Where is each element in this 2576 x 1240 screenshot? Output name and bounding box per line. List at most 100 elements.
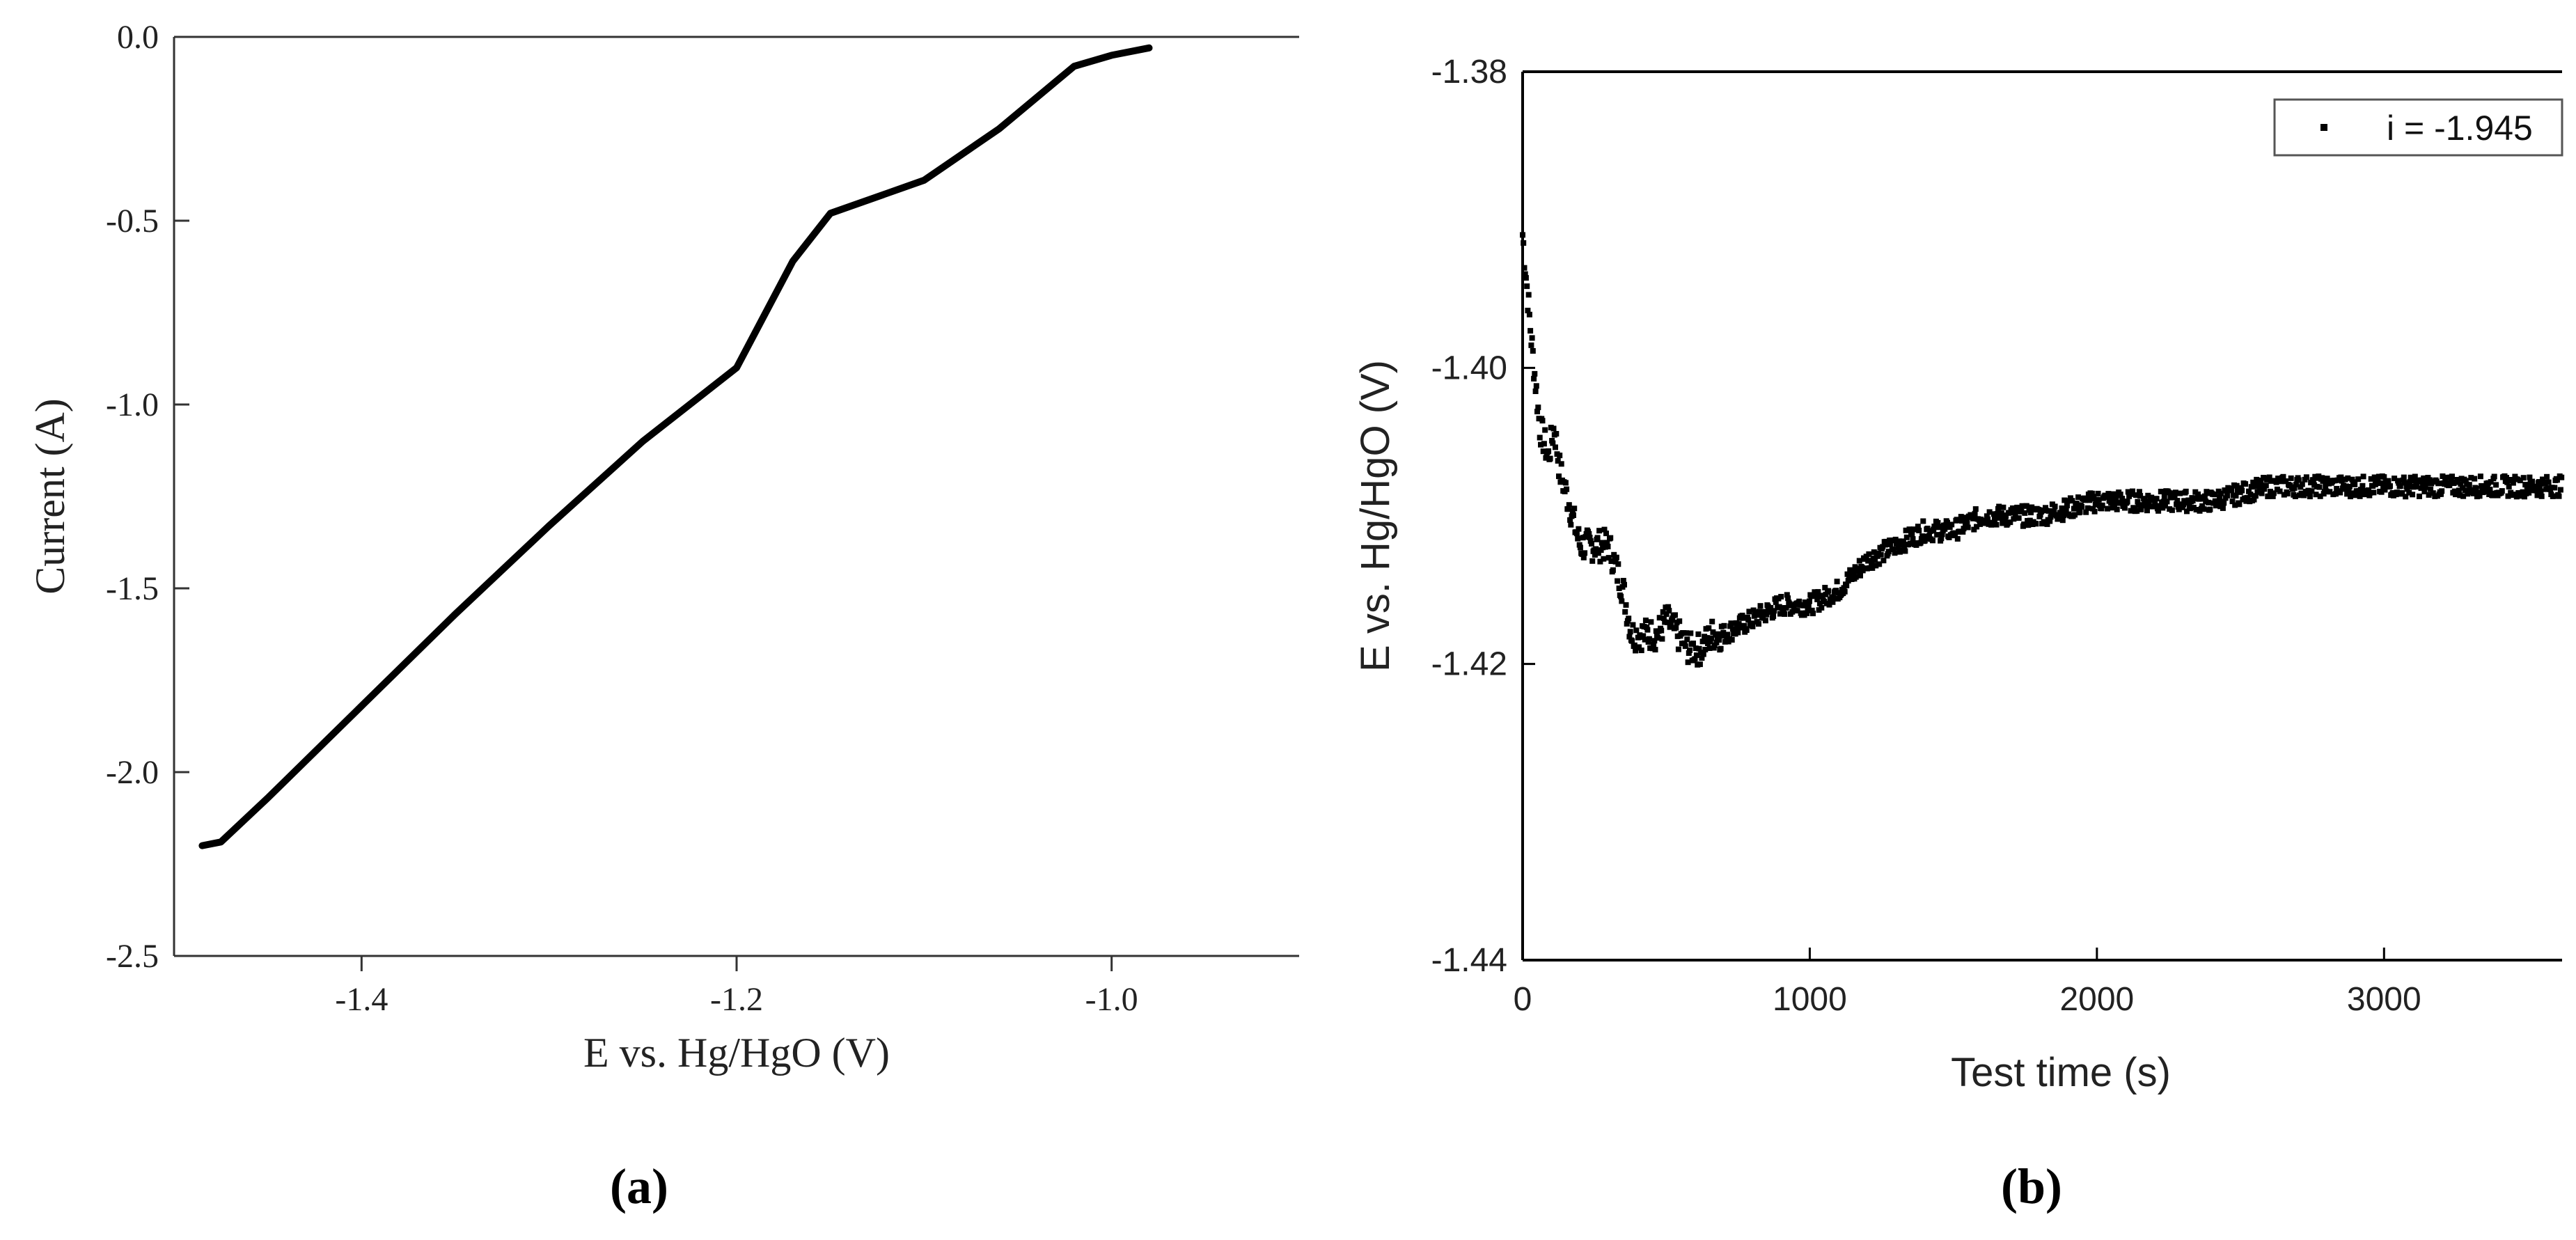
- panel-b-point: [2137, 493, 2144, 499]
- panel-b-point: [1687, 647, 1693, 653]
- panel-b-point: [1876, 561, 1883, 567]
- panel-b-point: [1597, 558, 1603, 565]
- panel-b-point: [2255, 481, 2261, 487]
- panel-b-point: [1550, 440, 1556, 446]
- panel-b-point: [2211, 492, 2217, 498]
- panel-b-point: [1526, 311, 1532, 317]
- panel-b-point: [1619, 598, 1625, 604]
- panel-b-point: [2069, 498, 2075, 504]
- panel-b-point: [2243, 481, 2249, 487]
- panel-b-point: [1621, 581, 1627, 588]
- panel-b-point: [1768, 605, 1774, 611]
- panel-b-point: [2236, 501, 2243, 508]
- panel-b-point: [2077, 509, 2083, 515]
- panel-b-point: [2319, 475, 2325, 481]
- panel-b-point: [2542, 480, 2548, 486]
- panel-b-point: [1883, 538, 1890, 544]
- panel-b-point: [1688, 630, 1694, 636]
- panel-b-point: [2079, 503, 2084, 510]
- panel-b-point: [2112, 502, 2117, 508]
- panel-b-y-label: E vs. Hg/HgO (V): [1353, 360, 1398, 672]
- panel-b-point: [1699, 638, 1706, 645]
- panel-b-point: [1622, 609, 1628, 615]
- panel-b-point: [1603, 531, 1609, 537]
- panel-b-point: [2559, 474, 2565, 480]
- panel-b-point: [1805, 603, 1812, 609]
- panel-a-series-line: [198, 44, 1153, 849]
- panel-a-y-tick-label: -1.5: [106, 570, 159, 607]
- panel-b-point: [2428, 486, 2434, 492]
- panel-b-point: [2410, 484, 2417, 490]
- panel-b-point: [1960, 528, 1966, 535]
- panel-b-point: [1813, 593, 1819, 599]
- panel-b-point: [1822, 585, 1828, 590]
- panel-b-point: [2019, 503, 2025, 509]
- panel-b-point: [2394, 489, 2400, 496]
- panel-b-point: [2295, 477, 2302, 483]
- panel-b-x-tick-label: 3000: [2347, 981, 2421, 1018]
- panel-b-point: [2061, 497, 2068, 503]
- panel-b-point: [2183, 488, 2189, 494]
- panel-b-point: [2195, 491, 2201, 497]
- panel-b-point: [1834, 579, 1840, 585]
- panel-b-point: [2323, 488, 2330, 494]
- panel-b-point: [2027, 517, 2033, 524]
- panel-b-point: [2309, 488, 2315, 494]
- panel-b-point: [2018, 508, 2025, 515]
- panel-b-point: [2401, 474, 2407, 480]
- panel-b-point: [1965, 524, 1971, 531]
- panel-b-point: [2397, 483, 2403, 489]
- legend-entry: i = -1.945: [2387, 109, 2533, 148]
- panel-b-point: [1646, 636, 1652, 642]
- panel-b-point: [1825, 588, 1832, 594]
- panel-b-point: [2142, 499, 2149, 505]
- panel-b-point: [1887, 541, 1894, 547]
- panel-b-point: [1702, 647, 1709, 652]
- panel-b-point: [2232, 502, 2238, 508]
- panel-b-point: [2261, 486, 2268, 492]
- panel-b-point: [1920, 518, 1926, 524]
- panel-b-point: [1892, 536, 1899, 542]
- panel-b-point: [1815, 589, 1821, 595]
- panel-b-point: [1682, 643, 1688, 650]
- panel-b-point: [2109, 496, 2115, 503]
- panel-b-point: [1990, 521, 1996, 528]
- panel-b-point: [2534, 487, 2540, 494]
- panel-b-point: [1907, 540, 1913, 547]
- panel-b-point: [2099, 502, 2105, 508]
- panel-b-point: [1553, 431, 1560, 437]
- panel-b-point: [1665, 604, 1672, 610]
- panel-b-point: [2171, 494, 2178, 500]
- panel-b-point: [2108, 500, 2114, 506]
- panel-b-point: [2221, 500, 2227, 506]
- panel-b-point: [1562, 480, 1569, 486]
- panel-b-point: [2011, 516, 2017, 522]
- panel-b-point: [1683, 630, 1690, 636]
- panel-b-point: [2044, 521, 2050, 527]
- panel-b-point: [1986, 509, 1993, 515]
- panel-a-x-ticks: -1.4 -1.2 -1.0: [335, 956, 1138, 1018]
- panel-b-point: [1638, 648, 1644, 654]
- panel-b-point: [1800, 602, 1807, 609]
- panel-b-point: [2063, 508, 2069, 514]
- panel-b-point: [1869, 565, 1876, 571]
- panel-b-point: [2479, 482, 2485, 489]
- panel-b-point: [1589, 541, 1594, 547]
- panel-b-point: [2513, 494, 2520, 500]
- panel-b-point: [1706, 625, 1712, 631]
- panel-b-point: [2205, 499, 2211, 505]
- panel-b-point: [2259, 490, 2265, 496]
- panel-b-point: [1778, 594, 1784, 599]
- panel-b-point: [1984, 513, 1990, 519]
- panel-b-point: [2422, 484, 2428, 490]
- panel-b-point: [1844, 583, 1850, 588]
- panel-b-point: [2010, 505, 2016, 511]
- panel-b-point: [2144, 508, 2150, 514]
- panel-b-point: [1566, 502, 1572, 508]
- panel-b-point: [1885, 549, 1892, 555]
- panel-b-point: [2012, 511, 2018, 517]
- panel-b-point: [2258, 478, 2264, 485]
- panel-b-point: [2083, 509, 2089, 515]
- panel-b-point: [1922, 537, 1928, 544]
- panel-b-point: [2158, 489, 2164, 494]
